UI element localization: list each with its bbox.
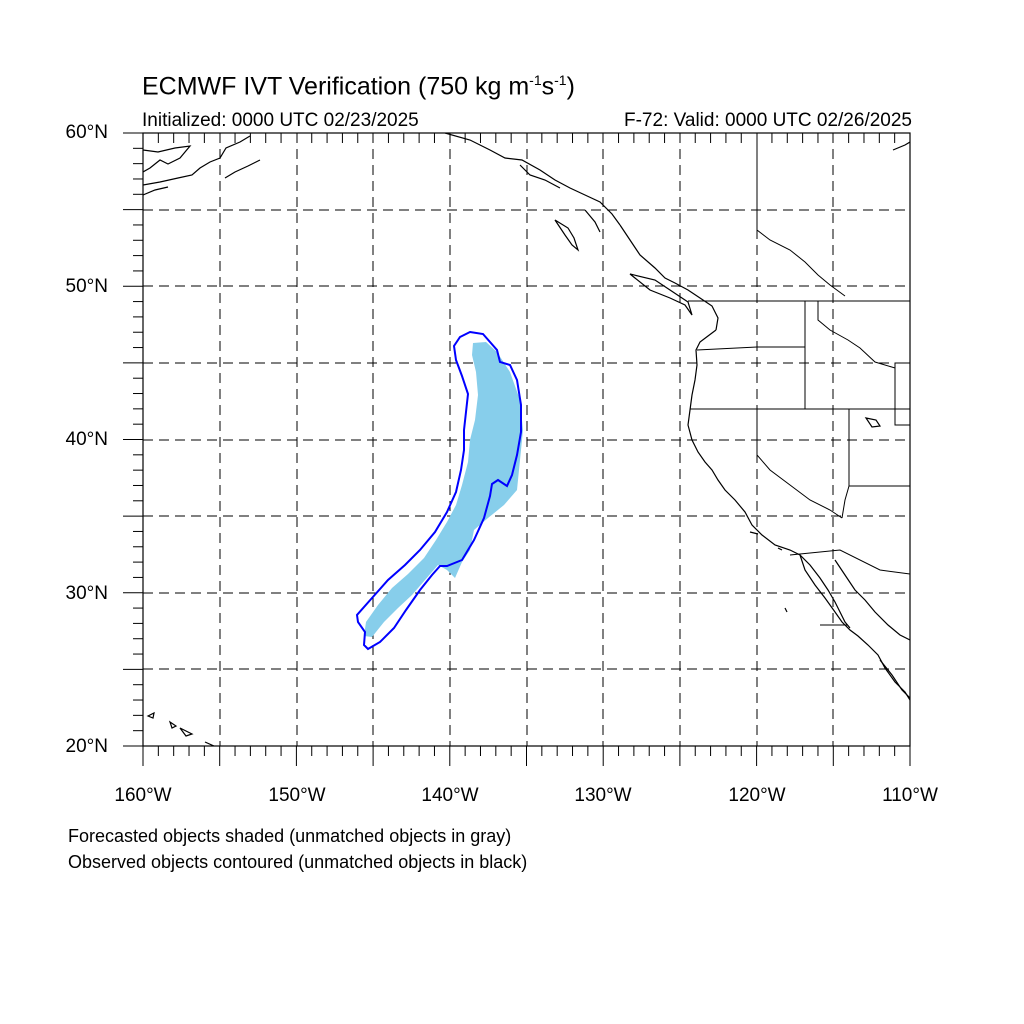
lat-label-50n: 50°N bbox=[65, 276, 108, 297]
valid-time: F-72: Valid: 0000 UTC 02/26/2025 bbox=[624, 110, 912, 131]
gridlines bbox=[143, 133, 910, 746]
lon-label-130w: 130°W bbox=[574, 785, 632, 806]
lon-label-150w: 150°W bbox=[268, 785, 326, 806]
lat-label-60n: 60°N bbox=[65, 122, 108, 143]
legend-forecast-note: Forecasted objects shaded (unmatched obj… bbox=[68, 826, 512, 846]
lon-label-110w: 110°W bbox=[882, 785, 938, 806]
lat-label-30n: 30°N bbox=[65, 583, 108, 604]
observed-object-contour bbox=[355, 330, 522, 651]
initialized-time: Initialized: 0000 UTC 02/23/2025 bbox=[142, 110, 419, 131]
lat-label-40n: 40°N bbox=[65, 429, 108, 450]
political-boundaries bbox=[688, 133, 910, 626]
legend-observed-note: Observed objects contoured (unmatched ob… bbox=[68, 852, 528, 872]
lat-label-20n: 20°N bbox=[65, 736, 108, 757]
forecast-object bbox=[364, 342, 523, 637]
coastlines bbox=[143, 133, 910, 746]
lon-label-120w: 120°W bbox=[728, 785, 786, 806]
lon-label-140w: 140°W bbox=[421, 785, 479, 806]
axis-ticks bbox=[123, 132, 911, 766]
lon-label-160w: 160°W bbox=[114, 785, 172, 806]
figure-title: ECMWF IVT Verification (750 kg m-1s-1) bbox=[142, 72, 575, 101]
